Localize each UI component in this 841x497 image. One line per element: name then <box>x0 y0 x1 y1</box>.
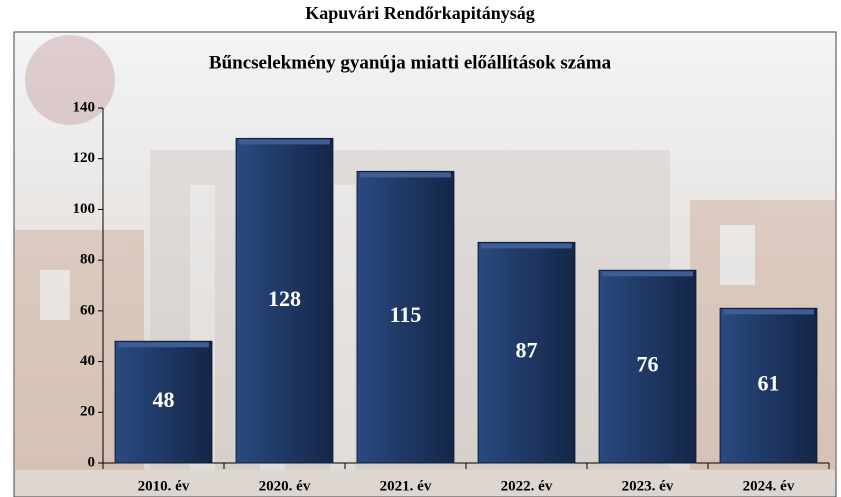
bar-bevel <box>360 172 451 177</box>
chart-subtitle: Bűncselekmény gyanúja miatti előállításo… <box>209 52 612 73</box>
y-tick-label: 60 <box>80 302 95 318</box>
chart-title: Kapuvári Rendőrkapitányság <box>305 3 535 23</box>
bar-bevel <box>723 309 814 314</box>
value-label: 87 <box>516 338 538 363</box>
x-tick-label: 2010. év <box>138 478 190 494</box>
y-tick-label: 120 <box>73 150 96 166</box>
value-label: 61 <box>758 371 780 396</box>
x-tick-label: 2021. év <box>380 478 432 494</box>
value-label: 115 <box>390 302 422 327</box>
y-tick-label: 40 <box>80 353 95 369</box>
bar-bevel <box>118 342 209 347</box>
chart: Kapuvári Rendőrkapitányság Bűncselekmény… <box>0 0 841 497</box>
y-tick-label: 80 <box>80 252 95 268</box>
x-tick-label: 2024. év <box>743 478 795 494</box>
value-label: 128 <box>268 286 301 311</box>
y-tick-label: 0 <box>88 454 96 470</box>
x-tick-label: 2020. év <box>259 478 311 494</box>
y-tick-label: 100 <box>73 201 96 217</box>
y-tick-label: 20 <box>80 404 95 420</box>
x-tick-label: 2023. év <box>622 478 674 494</box>
y-tick-label: 140 <box>73 99 96 115</box>
bar-bevel <box>602 271 693 276</box>
x-tick-label: 2022. év <box>501 478 553 494</box>
bar-bevel <box>481 243 572 248</box>
value-label: 76 <box>637 352 659 377</box>
bar-bevel <box>239 139 330 144</box>
value-label: 48 <box>153 387 175 412</box>
